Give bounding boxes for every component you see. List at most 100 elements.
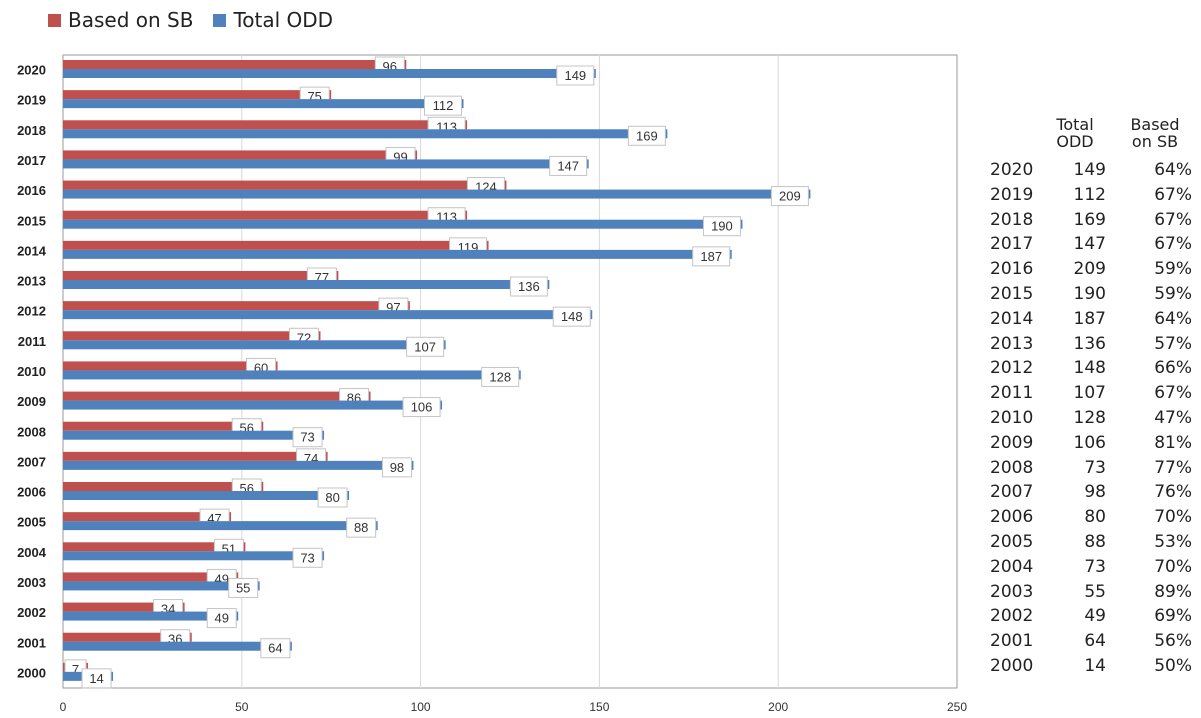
legend-item-total-odd: Total ODD (213, 8, 333, 32)
legend-item-based-on-sb: Based on SB (48, 8, 193, 32)
bar-total-odd-2006 (63, 491, 350, 500)
bar-based-on-sb-2005 (63, 512, 232, 522)
data-label-box-total-odd-2009 (402, 397, 441, 418)
data-label-box-total-odd-2002 (206, 608, 237, 629)
bar-based-on-sb-2011 (63, 331, 321, 341)
summary-table: Total ODD Based on SB 2020 149 64% 2019 112 6… (980, 116, 1195, 679)
summary-table-header: Total ODD Based on SB (980, 116, 1195, 158)
y-tick-label-2002: 2002 (17, 605, 46, 620)
table-cell-year: 2001 (990, 631, 1034, 652)
y-tick-label-2006: 2006 (17, 485, 46, 500)
x-tick-label-100: 100 (411, 700, 431, 714)
data-label-total-odd-2002: 49 (214, 611, 228, 626)
y-tick-label-2016: 2016 (17, 183, 46, 198)
data-label-total-odd-2000: 14 (89, 671, 103, 686)
data-label-total-odd-2010: 128 (489, 369, 511, 384)
table-row: 2015 190 59% (980, 282, 1195, 307)
table-cell-total-odd: 187 (1073, 308, 1106, 329)
table-cell-based-on-sb: 66% (1154, 358, 1192, 379)
table-row: 2006 80 70% (980, 505, 1195, 530)
y-tick-label-2009: 2009 (17, 394, 46, 409)
data-label-box-total-odd-2006 (317, 487, 348, 508)
data-label-box-total-odd-2015 (702, 216, 741, 237)
bar-based-on-sb-2008 (63, 421, 264, 431)
table-cell-year: 2006 (990, 507, 1034, 528)
table-cell-year: 2003 (990, 581, 1034, 602)
table-cell-based-on-sb: 67% (1154, 209, 1192, 230)
table-row: 2003 55 89% (980, 580, 1195, 605)
data-label-box-total-odd-2007 (381, 457, 412, 478)
table-row: 2010 128 47% (980, 406, 1195, 431)
table-cell-total-odd: 149 (1073, 160, 1106, 180)
bar-based-on-sb-2002 (63, 602, 185, 612)
bar-based-on-sb-2006 (63, 482, 264, 491)
table-cell-total-odd: 98 (1084, 482, 1106, 503)
data-label-box-total-odd-2010 (481, 366, 520, 387)
bar-based-on-sb-2015 (63, 210, 468, 220)
table-cell-total-odd: 147 (1073, 234, 1106, 255)
data-label-total-odd-2005: 88 (354, 520, 368, 535)
table-cell-year: 2007 (990, 482, 1034, 503)
table-cell-year: 2017 (990, 234, 1034, 255)
bar-based-on-sb-2020 (63, 60, 407, 69)
table-cell-based-on-sb: 57% (1154, 333, 1192, 354)
data-label-total-odd-2009: 106 (411, 400, 433, 415)
legend-label-total-odd: Total ODD (233, 8, 334, 32)
y-tick-label-2014: 2014 (17, 243, 47, 258)
header-total-odd: Total ODD (1036, 116, 1114, 158)
table-cell-year: 2004 (990, 556, 1034, 577)
table-cell-year: 2009 (990, 432, 1034, 453)
bar-total-odd-2013 (63, 280, 550, 289)
table-cell-based-on-sb: 59% (1154, 259, 1192, 280)
table-cell-total-odd: 112 (1073, 184, 1106, 205)
table-row: 2011 107 67% (980, 381, 1195, 406)
table-row: 2000 14 50% (980, 654, 1195, 679)
table-cell-based-on-sb: 64% (1154, 160, 1192, 180)
table-cell-based-on-sb: 89% (1154, 581, 1192, 602)
data-label-total-odd-2011: 107 (414, 339, 436, 354)
bar-total-odd-2017 (63, 159, 589, 169)
table-cell-year: 2014 (990, 308, 1034, 329)
table-cell-total-odd: 14 (1084, 655, 1106, 676)
table-cell-total-odd: 190 (1073, 283, 1106, 304)
table-cell-total-odd: 49 (1084, 606, 1106, 627)
data-label-total-odd-2013: 136 (518, 279, 540, 294)
x-tick-label-150: 150 (589, 700, 609, 714)
data-label-box-total-odd-2004 (292, 547, 323, 568)
table-cell-total-odd: 209 (1073, 259, 1106, 280)
data-label-total-odd-2006: 80 (325, 490, 339, 505)
table-cell-total-odd: 73 (1084, 457, 1106, 478)
table-cell-based-on-sb: 64% (1154, 308, 1192, 329)
table-cell-based-on-sb: 81% (1154, 432, 1192, 453)
table-cell-year: 2013 (990, 333, 1034, 354)
table-cell-year: 2010 (990, 407, 1034, 428)
bar-total-odd-2001 (63, 641, 292, 651)
table-row: 2009 106 81% (980, 431, 1195, 456)
table-cell-based-on-sb: 50% (1154, 655, 1192, 676)
bar-based-on-sb-2017 (63, 150, 418, 160)
table-cell-total-odd: 128 (1073, 407, 1106, 428)
data-label-total-odd-2016: 209 (779, 189, 801, 204)
table-cell-year: 2005 (990, 531, 1034, 552)
y-tick-label-2000: 2000 (17, 665, 46, 680)
chart-legend: Based on SB Total ODD (48, 6, 353, 34)
table-cell-based-on-sb: 70% (1154, 507, 1192, 528)
data-label-box-total-odd-2013 (509, 276, 548, 297)
y-tick-label-2018: 2018 (17, 123, 46, 138)
y-tick-label-2019: 2019 (17, 93, 46, 108)
bar-total-odd-2015 (63, 219, 743, 229)
data-label-total-odd-2003: 55 (236, 580, 250, 595)
bar-total-odd-2009 (63, 400, 443, 410)
bar-total-odd-2003 (63, 581, 260, 591)
bar-total-odd-2011 (63, 340, 446, 350)
table-row: 2012 148 66% (980, 356, 1195, 381)
data-label-total-odd-2014: 187 (700, 249, 722, 264)
y-tick-label-2001: 2001 (17, 635, 46, 650)
table-cell-total-odd: 148 (1073, 358, 1106, 379)
table-cell-based-on-sb: 67% (1154, 234, 1192, 255)
data-label-box-total-odd-2011 (406, 336, 445, 357)
bar-based-on-sb-2010 (63, 361, 278, 371)
table-cell-year: 2000 (990, 655, 1034, 676)
table-row: 2017 147 67% (980, 232, 1195, 257)
bar-total-odd-2014 (63, 249, 732, 259)
